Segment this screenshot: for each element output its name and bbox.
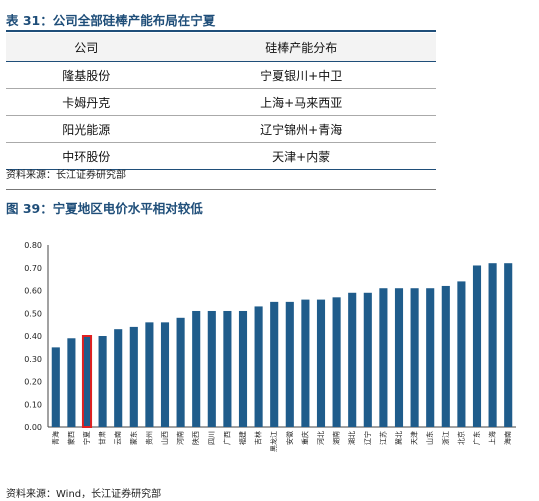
x-tick-label: 北京 (456, 431, 465, 445)
x-tick-label: 浙江 (441, 431, 450, 445)
bar (301, 299, 310, 427)
x-tick-label: 黑龙江 (269, 431, 278, 452)
x-tick-label: 江苏 (378, 431, 387, 445)
table-row: 中环股份 天津+内蒙 (6, 142, 436, 170)
table-row: 卡姆丹克 上海+马来西亚 (6, 88, 436, 116)
x-tick-label: 河南 (176, 431, 185, 445)
bar (426, 288, 435, 427)
y-tick-label: 0.50 (24, 309, 42, 318)
y-tick-label: 0.30 (24, 355, 42, 364)
x-tick-label: 湖南 (332, 431, 341, 445)
cell-company: 隆基股份 (6, 61, 167, 89)
x-tick-label: 山东 (425, 431, 434, 445)
x-tick-label: 湖北 (347, 431, 356, 445)
x-tick-label: 蒙西 (66, 431, 75, 445)
table-source-note: 资料来源：长江证券研究部 (6, 170, 126, 181)
y-tick-label: 0.10 (24, 400, 42, 409)
x-tick-label: 宁夏 (82, 431, 91, 445)
bar (348, 292, 357, 427)
x-tick-label: 蒙东 (129, 431, 138, 445)
x-tick-label: 陕西 (191, 431, 200, 445)
y-tick-label: 0.20 (24, 378, 42, 387)
bar (472, 265, 482, 427)
cell-company: 卡姆丹克 (6, 88, 167, 116)
x-tick-label: 重庆 (300, 431, 309, 445)
table-title: 表 31：公司全部硅棒产能布局在宁夏 (6, 13, 216, 28)
bar (192, 310, 201, 427)
x-tick-label: 冀北 (394, 431, 403, 445)
bar (363, 292, 372, 427)
x-tick-label: 广西 (222, 431, 231, 445)
bar (316, 299, 326, 427)
section-divider (6, 189, 436, 190)
y-tick-label: 0.40 (24, 332, 42, 341)
cell-location: 宁夏银川+中卫 (166, 61, 436, 89)
bar (254, 306, 263, 427)
cell-location: 上海+马来西亚 (166, 88, 436, 116)
x-tick-label: 青海 (51, 431, 60, 445)
cell-location: 天津+内蒙 (166, 142, 436, 170)
table-row: 阳光能源 辽宁锦州+青海 (6, 115, 436, 143)
bar (176, 317, 185, 427)
bar (51, 347, 60, 427)
x-tick-label: 贵州 (144, 431, 153, 445)
bar (207, 310, 216, 427)
bar (223, 310, 232, 427)
bar (114, 329, 123, 427)
x-tick-label: 河北 (317, 431, 325, 445)
chart-title: 图 39：宁夏地区电价水平相对较低 (6, 201, 203, 216)
cell-company: 中环股份 (6, 142, 167, 170)
y-tick-label: 0.60 (24, 287, 42, 296)
bar (145, 322, 154, 427)
header-company: 公司 (6, 33, 167, 62)
bar (488, 263, 497, 427)
y-tick-label: 0.80 (24, 241, 42, 250)
electricity-price-bar-chart: 0.00 0.10 0.20 0.30 0.40 0.50 0.60 0.70 0.80 青海 蒙西… (24, 241, 516, 452)
bar (441, 285, 450, 427)
x-tick-label: 辽宁 (363, 431, 372, 445)
y-tick-label: 0.00 (24, 423, 42, 432)
bar (379, 288, 388, 427)
bar (504, 263, 513, 427)
capacity-table: 公司 硅棒产能分布 隆基股份 宁夏银川+中卫 卡姆丹克 上海+马来西亚 阳光能源… (6, 33, 436, 170)
header-capacity-location: 硅棒产能分布 (166, 33, 436, 62)
table-top-rule (6, 30, 436, 32)
bar (332, 297, 341, 427)
bar (285, 301, 294, 427)
bar (98, 336, 107, 427)
x-tick-label: 云南 (113, 431, 122, 445)
x-tick-label: 福建 (238, 431, 247, 445)
x-tick-label: 吉林 (254, 431, 263, 445)
x-tick-label: 广东 (472, 431, 481, 445)
bar (160, 322, 170, 427)
bar (394, 288, 404, 427)
x-tick-label: 上海 (488, 431, 497, 445)
x-tick-label: 海南 (503, 431, 512, 445)
table-header-row: 公司 硅棒产能分布 (6, 33, 436, 62)
y-tick-label: 0.70 (24, 264, 42, 273)
cell-company: 阳光能源 (6, 115, 167, 143)
bar (238, 310, 248, 427)
x-tick-label: 天津 (411, 431, 419, 445)
x-tick-label: 山西 (160, 431, 169, 445)
chart-source-note: 资料来源：Wind，长江证券研究部 (6, 489, 162, 500)
cell-location: 辽宁锦州+青海 (166, 115, 436, 143)
x-tick-label: 安徽 (285, 431, 294, 445)
bar (67, 338, 76, 427)
bar (270, 301, 279, 427)
bar (457, 281, 466, 427)
table-row: 隆基股份 宁夏银川+中卫 (6, 61, 436, 89)
bar (129, 326, 138, 427)
bar (410, 288, 419, 427)
x-tick-label: 甘肃 (98, 431, 107, 445)
bar-highlighted (81, 335, 93, 428)
x-tick-label: 四川 (208, 431, 216, 445)
